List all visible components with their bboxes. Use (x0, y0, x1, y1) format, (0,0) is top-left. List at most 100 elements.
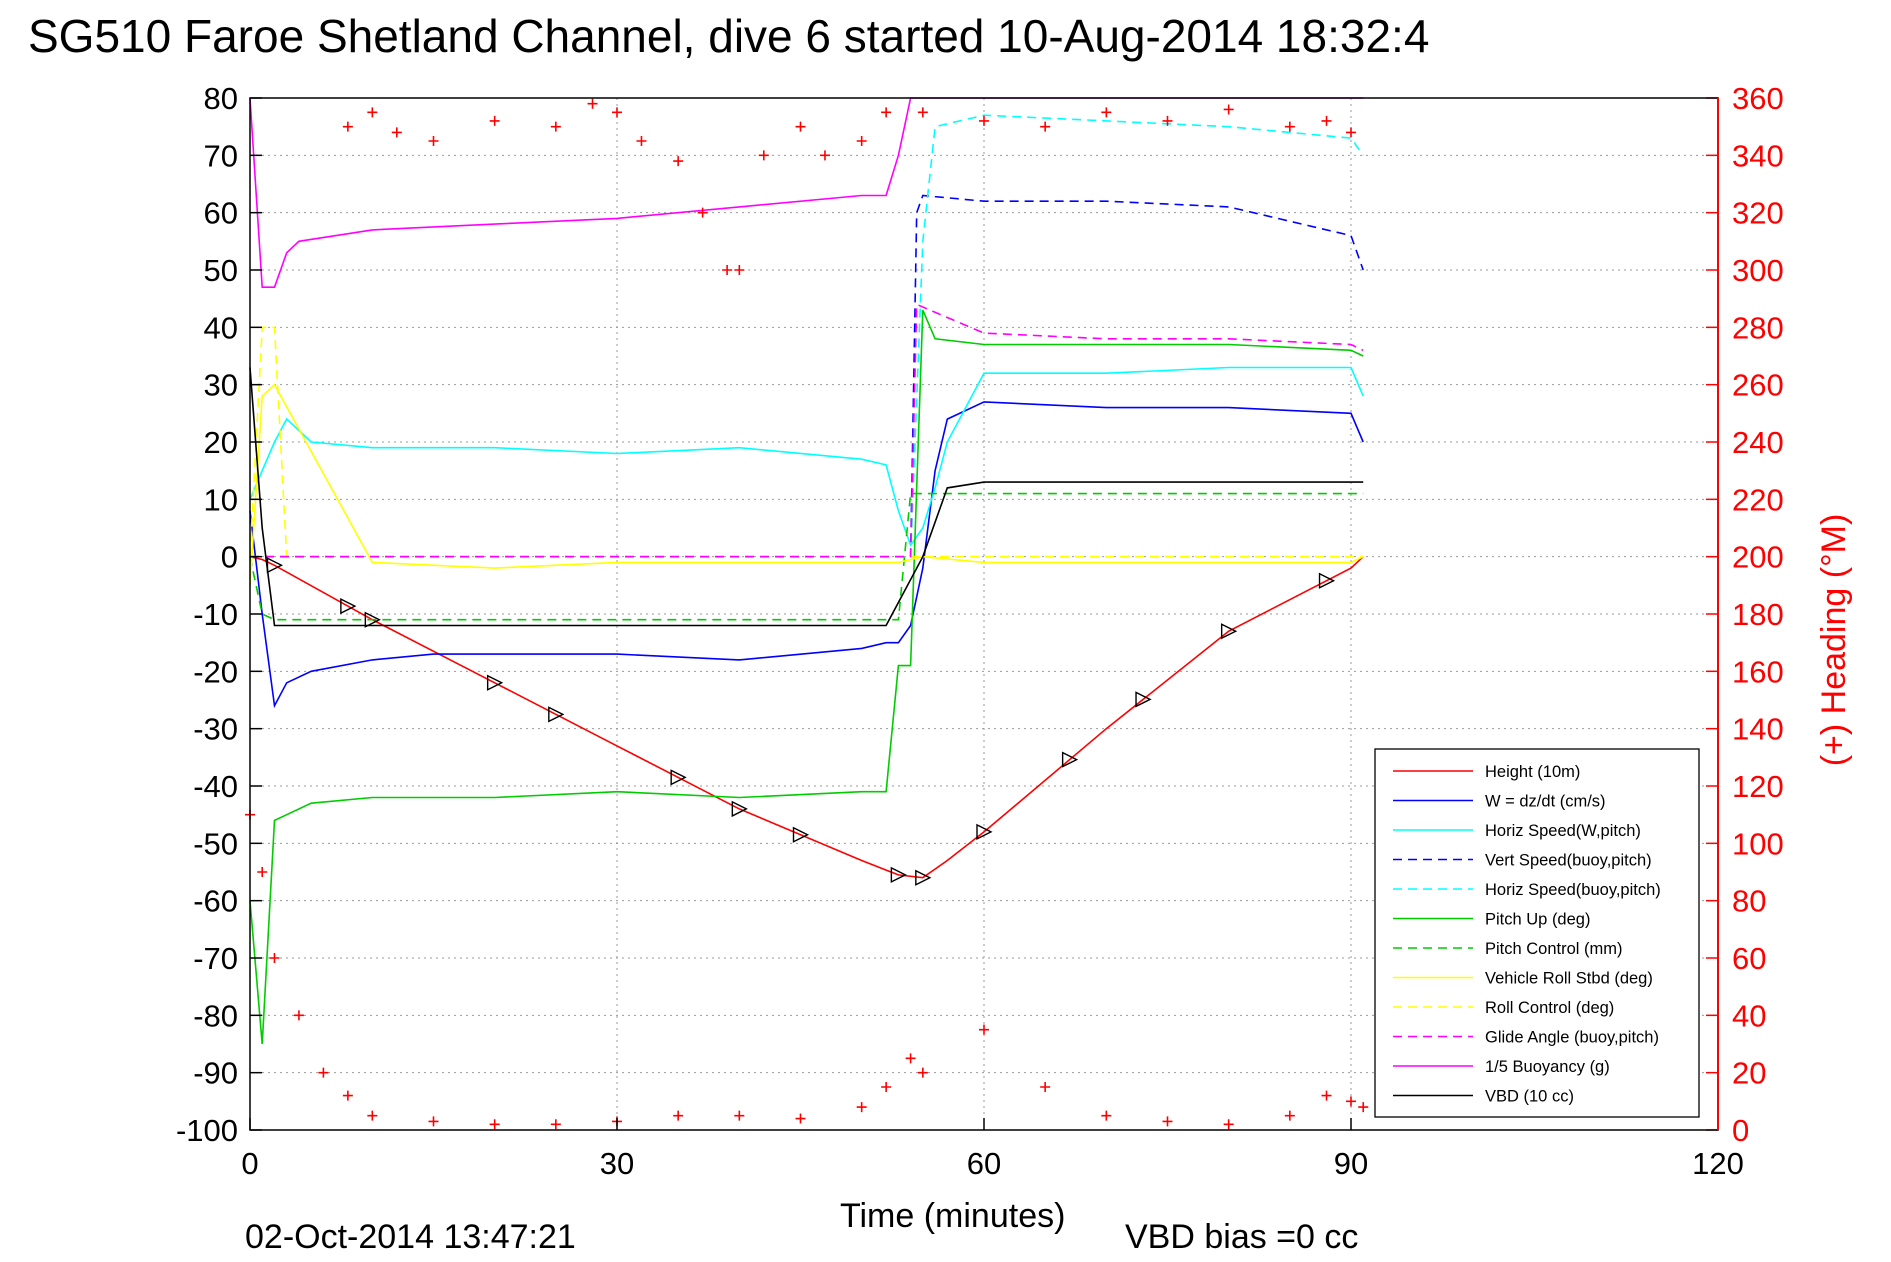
x-tick-label: 0 (241, 1146, 258, 1181)
heading-point (905, 1053, 916, 1064)
heading-point (758, 150, 769, 161)
heading-point (917, 107, 928, 118)
right-tick-label: 200 (1732, 540, 1784, 575)
plot-series (245, 97, 1369, 1130)
right-tick-label: 80 (1732, 884, 1766, 919)
right-tick-label: 360 (1732, 81, 1784, 116)
heading-point (550, 1119, 561, 1130)
legend-entry: Height (10m) (1485, 763, 1580, 781)
heading-markers (342, 98, 1356, 275)
heading-point (391, 127, 402, 138)
left-tick-label: -90 (193, 1056, 238, 1091)
left-tick-label: -30 (193, 712, 238, 747)
right-tick-label: 0 (1732, 1113, 1749, 1148)
height-marker (731, 800, 748, 818)
heading-point (636, 136, 647, 146)
heading-point (1321, 115, 1332, 126)
height-marker (1061, 751, 1079, 768)
heading-point (881, 1082, 892, 1092)
legend: Height (10m) W = dz/dt (cm/s) Horiz Speed(… (1374, 748, 1700, 1118)
left-tick-label: 70 (204, 138, 238, 173)
height-marker (340, 597, 357, 615)
legend-entry: Horiz Speed(W,pitch) (1485, 822, 1641, 840)
height-marker (1220, 623, 1238, 640)
series-line-6 (249, 492, 1364, 621)
legend-entry: Pitch Up (deg) (1485, 911, 1590, 929)
right-tick-label: 340 (1732, 138, 1784, 173)
height-marker (486, 674, 504, 691)
heading-point (819, 150, 830, 161)
left-tick-label: -40 (193, 769, 238, 804)
right-tick-label: 160 (1732, 654, 1784, 689)
legend-entry: Vehicle Roll Stbd (deg) (1485, 970, 1653, 988)
right-axis-label: (+) Heading (°M) (1815, 514, 1853, 767)
footer-timestamp: 02-Oct-2014 13:47:21 (245, 1218, 576, 1256)
legend-entry: VBD (10 cc) (1485, 1088, 1574, 1106)
x-tick-label: 90 (1334, 1146, 1368, 1181)
chart-title: SG510 Faroe Shetland Channel, dive 6 sta… (28, 10, 1429, 62)
right-tick-label: 240 (1732, 425, 1784, 460)
left-tick-label: 80 (204, 81, 238, 116)
left-tick-label: 20 (204, 425, 238, 460)
heading-point (734, 265, 745, 275)
heading-point (293, 1010, 304, 1021)
legend-entry: Pitch Control (mm) (1485, 940, 1623, 958)
heading-point (342, 1090, 353, 1101)
series-line-8 (249, 326, 1364, 558)
series-line-4 (250, 114, 1364, 558)
heading-point (1321, 1090, 1332, 1101)
height-marker (364, 611, 381, 628)
heading-point (269, 953, 280, 963)
heading-point (1223, 1119, 1234, 1130)
heading-point (550, 121, 561, 132)
left-tick-label: -70 (193, 941, 238, 976)
legend-entry: W = dz/dt (cm/s) (1485, 793, 1606, 811)
right-tick-label: 320 (1732, 196, 1784, 231)
left-tick-label: 30 (204, 368, 238, 403)
series-line-10 (249, 97, 1364, 289)
heading-point (1223, 104, 1234, 115)
x-tick-label: 30 (600, 1146, 634, 1181)
legend-entry: Horiz Speed(buoy,pitch) (1485, 881, 1661, 899)
grid (249, 97, 1719, 1131)
right-tick-label: 20 (1732, 1056, 1766, 1091)
heading-point (1040, 121, 1051, 132)
right-tick-label: 180 (1732, 597, 1784, 632)
series-line-3 (250, 194, 1364, 558)
height-marker (976, 823, 993, 840)
left-tick-label: 40 (204, 310, 238, 345)
heading-point (367, 107, 378, 118)
series-line-11 (249, 367, 1364, 627)
legend-box (1374, 748, 1700, 1118)
height-marker (1318, 572, 1336, 589)
legend-entry: Glide Angle (buoy,pitch) (1485, 1029, 1659, 1047)
heading-point (979, 1024, 989, 1035)
left-tick-label: 60 (204, 196, 238, 231)
right-tick-label: 100 (1732, 826, 1784, 861)
x-axis-label: Time (minutes) (840, 1197, 1065, 1235)
series-line-2 (249, 366, 1364, 547)
height-marker (670, 769, 687, 786)
heading-point (881, 107, 892, 118)
axes (249, 97, 1719, 1131)
series-line-1 (249, 401, 1364, 709)
height-markers (266, 557, 1336, 886)
right-tick-label: 40 (1732, 998, 1766, 1033)
height-marker (890, 866, 907, 883)
left-tick-label: 10 (204, 482, 238, 517)
heading-point (342, 121, 353, 132)
height-marker (1135, 691, 1152, 708)
right-tick-label: 280 (1732, 310, 1784, 345)
series-line-0 (249, 555, 1364, 879)
heading-point (1284, 121, 1295, 132)
heading-point (795, 1113, 806, 1124)
heading-point (1101, 107, 1112, 118)
right-tick-label: 260 (1732, 368, 1784, 403)
x-tick-label: 120 (1692, 1146, 1744, 1181)
height-marker (548, 706, 565, 723)
heading-point (1162, 115, 1173, 126)
heading-point (1346, 1096, 1356, 1107)
heading-point (612, 107, 622, 118)
height-marker (792, 826, 810, 843)
